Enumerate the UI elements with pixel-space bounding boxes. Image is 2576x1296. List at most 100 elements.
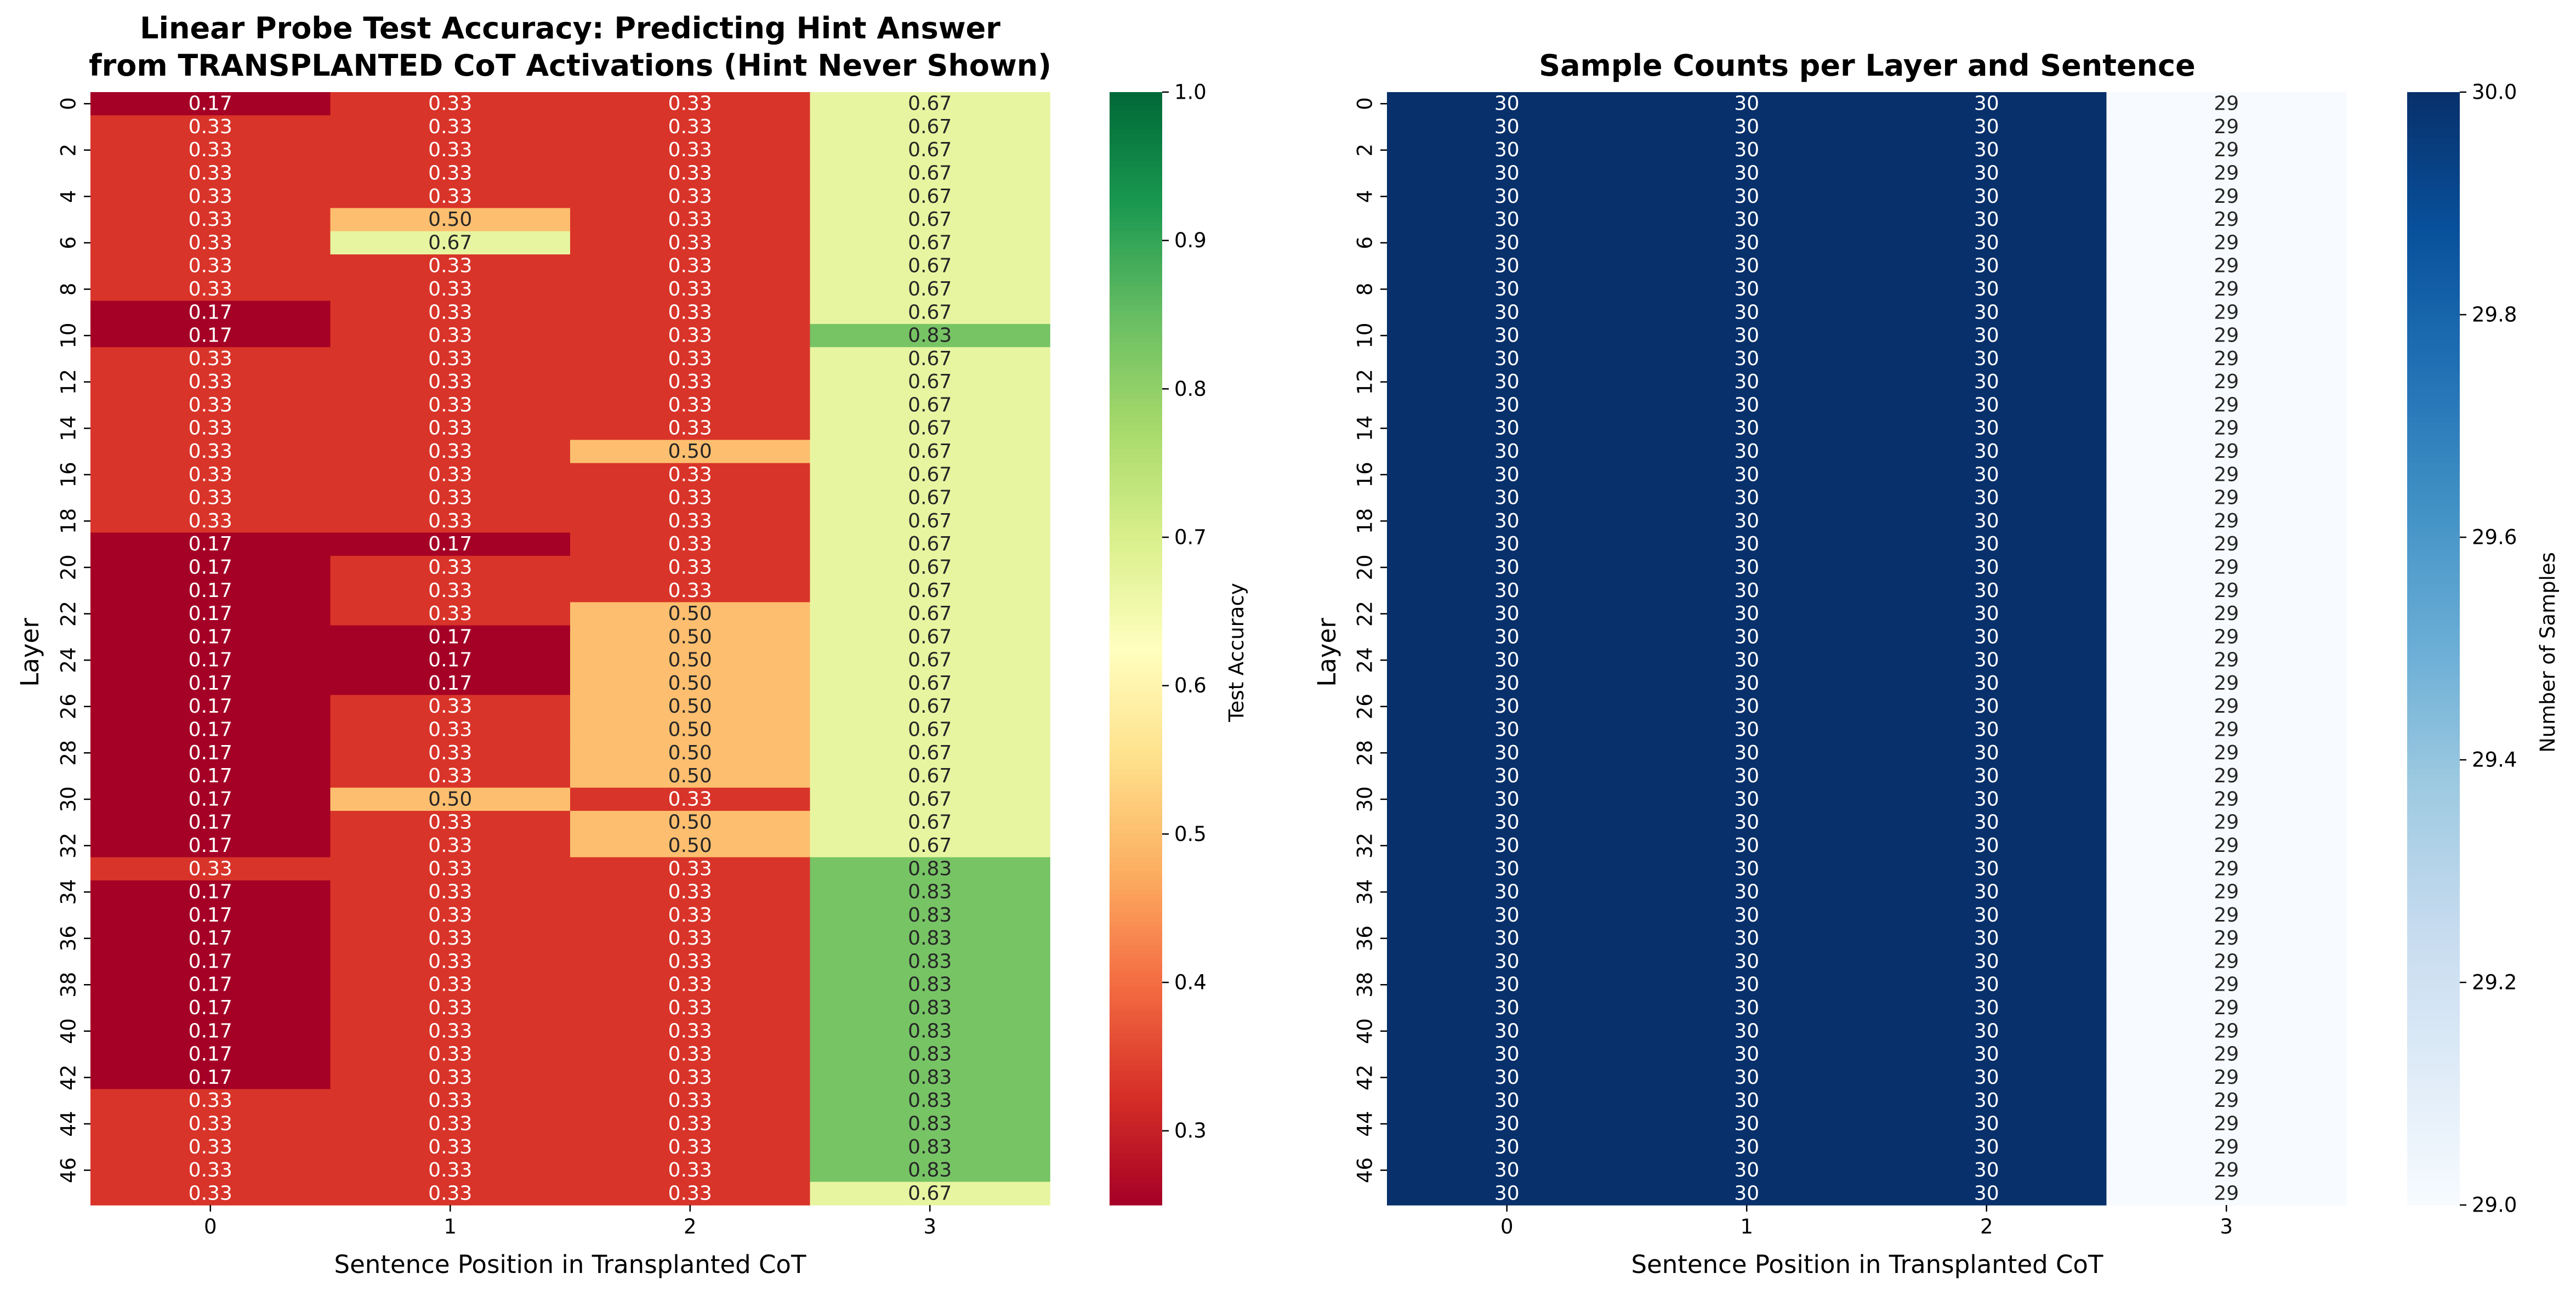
colorbar-segment xyxy=(2407,180,2460,185)
cell-value-label: 0.50 xyxy=(428,788,472,810)
heatmap-cell xyxy=(810,138,1050,162)
heatmap-cell xyxy=(1387,834,1628,858)
heatmap-cell xyxy=(1627,161,1867,185)
y-tick-label: 32 xyxy=(1354,833,1377,859)
colorbar-segment xyxy=(2407,361,2460,366)
heatmap-cell xyxy=(2106,811,2347,835)
heatmap-cell xyxy=(2106,509,2347,533)
colorbar-segment xyxy=(1110,366,1162,371)
cell-value-label: 0.33 xyxy=(668,162,712,185)
colorbar-segment xyxy=(1110,356,1162,362)
cell-value-label: 30 xyxy=(1494,672,1520,695)
y-tick-label: 16 xyxy=(57,462,81,487)
heatmap-cell xyxy=(1627,973,1867,997)
heatmap-cell xyxy=(90,834,331,858)
colorbar-segment xyxy=(1110,815,1162,821)
cell-value-label: 30 xyxy=(1974,857,1999,880)
cell-value-label: 0.33 xyxy=(189,185,232,208)
heatmap-cell xyxy=(1627,417,1867,441)
colorbar-segment xyxy=(1110,1066,1162,1071)
heatmap-cell xyxy=(90,579,331,603)
cell-value-label: 30 xyxy=(1974,997,1999,1019)
cell-value-label: 0.67 xyxy=(908,463,952,486)
cell-value-label: 0.33 xyxy=(428,278,472,300)
colorbar-segment xyxy=(1110,412,1162,417)
colorbar-segment xyxy=(1110,954,1162,960)
cell-value-label: 30 xyxy=(1494,1020,1520,1042)
colorbar-segment xyxy=(2407,435,2460,441)
heatmap-cell xyxy=(1627,393,1867,417)
cell-value-label: 29 xyxy=(2214,301,2239,323)
x-tick-label: 2 xyxy=(684,1215,697,1238)
cell-value-label: 29 xyxy=(2214,742,2239,764)
colorbar-segment xyxy=(1110,328,1162,334)
colorbar-segment xyxy=(2407,1168,2460,1173)
cell-value-label: 0.67 xyxy=(908,231,952,254)
cell-value-label: 0.33 xyxy=(189,417,232,440)
colorbar-segment xyxy=(2407,421,2460,427)
colorbar-segment xyxy=(2407,198,2460,204)
heatmap-cell xyxy=(1627,787,1867,811)
colorbar-segment xyxy=(1110,908,1162,913)
heatmap-cell xyxy=(570,880,811,905)
colorbar-segment xyxy=(1110,486,1162,492)
colorbar-segment xyxy=(1110,305,1162,311)
y-tick-label: 36 xyxy=(57,925,81,951)
colorbar-segment xyxy=(1110,106,1162,111)
cell-value-label: 0.67 xyxy=(908,208,952,231)
colorbar-segment xyxy=(1110,282,1162,288)
colorbar-segment xyxy=(2407,1061,2460,1067)
cell-value-label: 0.33 xyxy=(668,371,712,393)
heatmap-cell xyxy=(1867,834,2107,858)
sample-count-y-axis-label: Layer xyxy=(1312,618,1341,687)
colorbar-segment xyxy=(1110,1079,1162,1085)
colorbar-segment xyxy=(2407,310,2460,315)
heatmap-cell xyxy=(1627,323,1867,348)
colorbar-segment xyxy=(1110,634,1162,640)
heatmap-cell xyxy=(570,996,811,1020)
heatmap-cell xyxy=(570,579,811,603)
heatmap-cell xyxy=(330,1181,571,1206)
cell-value-label: 0.33 xyxy=(428,417,472,440)
colorbar-segment xyxy=(2407,143,2460,149)
heatmap-cell xyxy=(1627,857,1867,881)
cell-value-label: 30 xyxy=(1494,695,1520,718)
cell-value-label: 29 xyxy=(2214,997,2239,1019)
cell-value-label: 0.67 xyxy=(908,695,952,718)
colorbar-segment xyxy=(2407,319,2460,325)
y-tick-label: 0 xyxy=(57,97,81,110)
colorbar-segment xyxy=(2407,120,2460,126)
colorbar-segment xyxy=(1110,732,1162,737)
heatmap-cell xyxy=(2106,764,2347,788)
y-tick-label: 16 xyxy=(1354,462,1377,487)
cell-value-label: 0.33 xyxy=(668,1020,712,1042)
colorbar-segment xyxy=(1110,300,1162,306)
heatmap-cell xyxy=(810,625,1050,649)
colorbar-segment xyxy=(2407,649,2460,654)
colorbar-segment xyxy=(1110,862,1162,867)
cell-value-label: 0.33 xyxy=(668,533,712,555)
heatmap-cell xyxy=(810,417,1050,441)
heatmap-cell xyxy=(1867,486,2107,510)
colorbar-segment xyxy=(2407,1084,2460,1090)
colorbar-segment xyxy=(1110,778,1162,784)
cell-value-label: 0.17 xyxy=(189,93,232,115)
heatmap-cell xyxy=(1387,440,1628,464)
heatmap-cell xyxy=(1387,996,1628,1020)
cell-value-label: 30 xyxy=(1734,510,1759,532)
colorbar-segment xyxy=(1110,996,1162,1002)
cell-value-label: 0.17 xyxy=(428,649,472,672)
cell-value-label: 0.50 xyxy=(668,649,712,672)
heatmap-cell xyxy=(570,92,811,116)
colorbar-segment xyxy=(2407,764,2460,770)
colorbar-segment xyxy=(2407,468,2460,473)
y-tick-label: 6 xyxy=(57,236,81,249)
y-tick-label: 24 xyxy=(57,647,81,673)
x-tick-label: 1 xyxy=(443,1215,457,1238)
cell-value-label: 30 xyxy=(1974,510,1999,532)
colorbar-segment xyxy=(2407,426,2460,431)
heatmap-cell xyxy=(2106,857,2347,881)
cell-value-label: 30 xyxy=(1734,1159,1759,1181)
heatmap-cell xyxy=(2106,718,2347,742)
